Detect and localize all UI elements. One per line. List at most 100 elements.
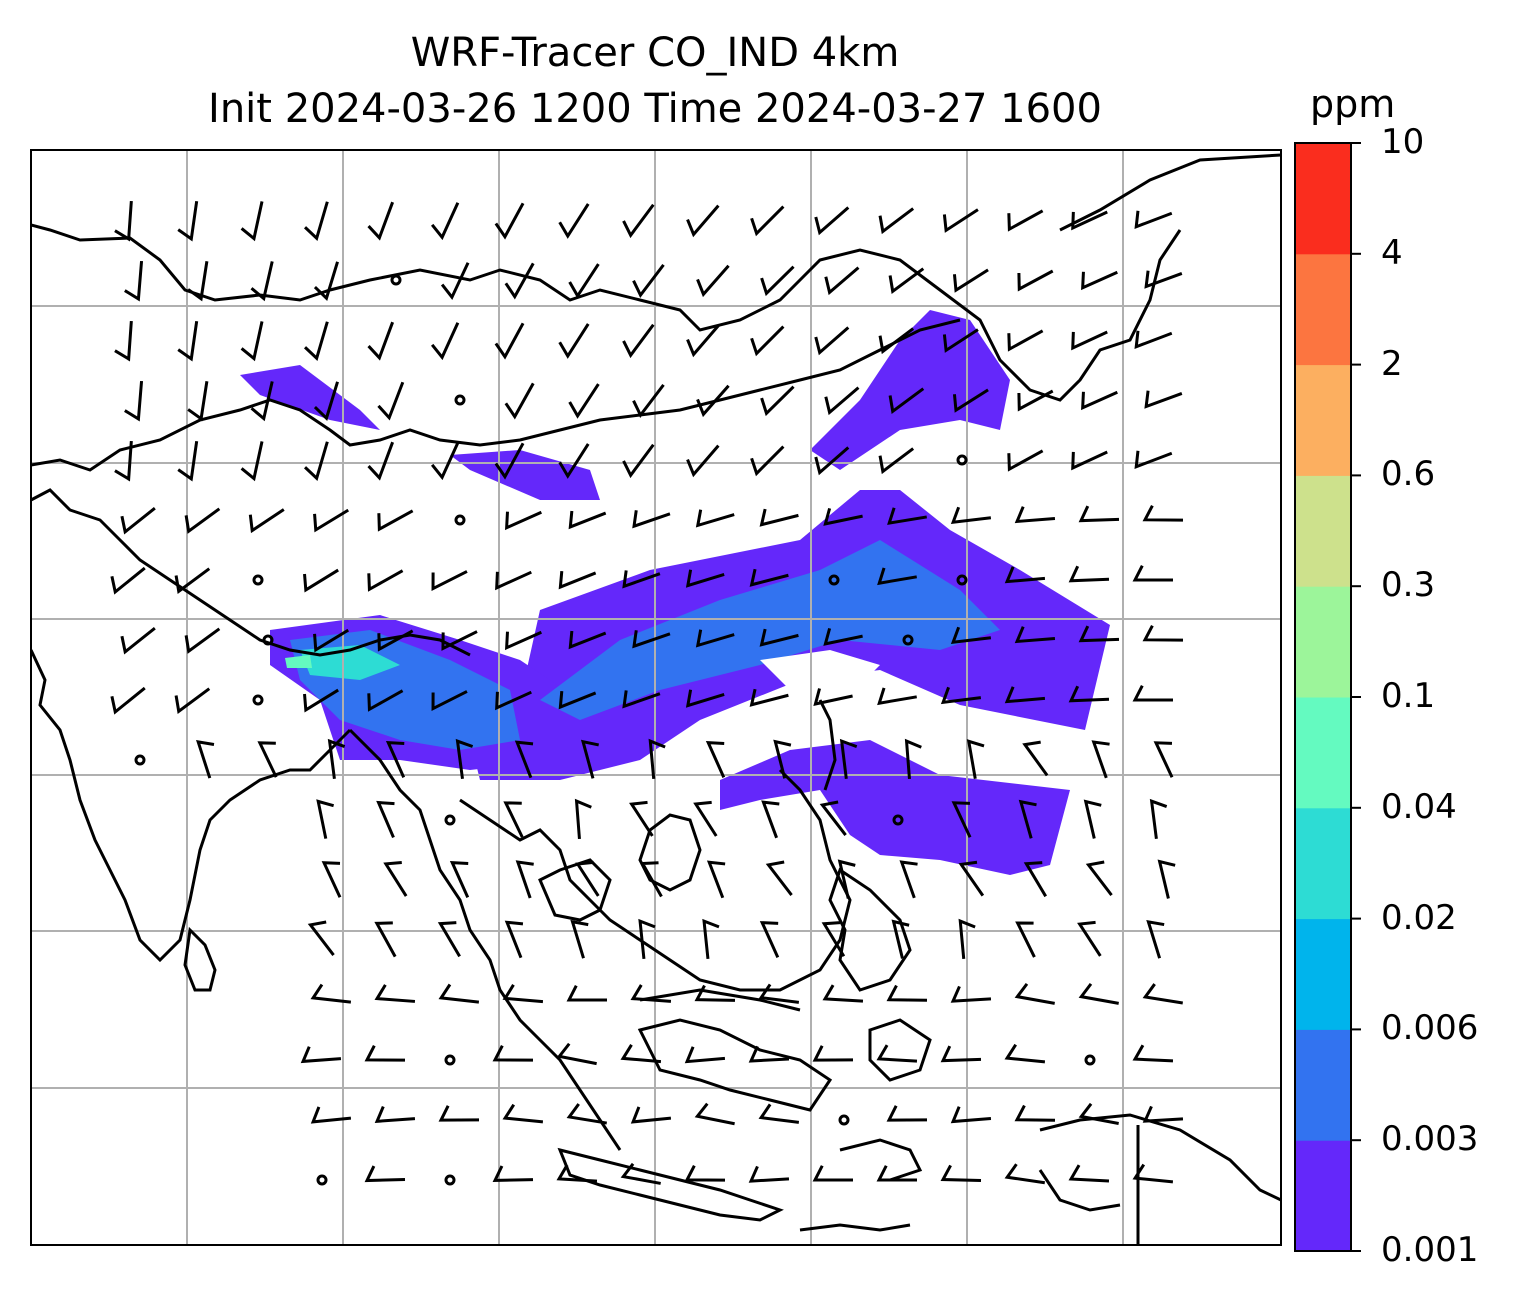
wind-barb xyxy=(1146,919,1165,959)
wind-barb xyxy=(556,1164,598,1183)
wind-barb xyxy=(367,321,395,361)
wind-barb xyxy=(492,1044,534,1062)
wind-barb xyxy=(310,983,352,1004)
colorbar-tick-label: 0.3 xyxy=(1381,565,1436,606)
wind-barb xyxy=(942,208,979,233)
wind-barb xyxy=(364,1165,406,1183)
wind-barb xyxy=(620,1044,662,1064)
wind-barb xyxy=(1018,799,1037,839)
wind-barb xyxy=(430,322,460,361)
wind-barb xyxy=(1142,624,1184,642)
wind-barb xyxy=(303,321,329,362)
wind-barb xyxy=(1004,686,1046,704)
wind-barb xyxy=(878,327,915,355)
colorbar-swatches xyxy=(1295,143,1351,1252)
wind-barb xyxy=(748,1045,790,1063)
wind-barb xyxy=(761,800,780,839)
wind-barb xyxy=(177,440,199,482)
wind-barb xyxy=(759,628,799,647)
wind-barb xyxy=(750,445,785,477)
colorbar-tick-label: 0.1 xyxy=(1381,676,1436,716)
wind-barb xyxy=(1153,741,1174,778)
wind-barb xyxy=(629,800,654,837)
wind-barb xyxy=(705,741,726,778)
wind-barb xyxy=(950,626,992,645)
wind-barb xyxy=(759,508,799,527)
wind-barb xyxy=(177,200,199,242)
wind-barb xyxy=(570,919,589,959)
wind-barb xyxy=(114,320,133,362)
wind-barb xyxy=(449,861,470,898)
wind-barb xyxy=(1083,799,1102,839)
wind-barb xyxy=(174,567,211,594)
wind-barb xyxy=(503,801,524,838)
wind-barb xyxy=(303,688,339,713)
wind-barb xyxy=(1014,1104,1056,1122)
wind-barb xyxy=(494,322,525,360)
wind-barb xyxy=(1007,449,1044,472)
wind-barb xyxy=(1132,1163,1174,1184)
wind-barb xyxy=(184,627,221,654)
wind-barb xyxy=(430,202,460,241)
wind-barb xyxy=(878,207,915,235)
wind-barb xyxy=(313,628,350,653)
wind-barb xyxy=(899,860,918,899)
wind-barb xyxy=(759,921,780,958)
wind-barb xyxy=(765,860,793,896)
wind-barb xyxy=(114,440,133,482)
wind-barb xyxy=(758,983,800,1004)
wind-barb xyxy=(942,328,979,353)
wind-barb xyxy=(940,1164,982,1182)
wind-barb xyxy=(1017,389,1054,412)
wind-barb xyxy=(374,1106,416,1123)
wind-barb xyxy=(174,687,211,714)
colorbar-swatch xyxy=(1295,364,1351,476)
calm-wind-marker xyxy=(454,514,466,526)
wind-barb xyxy=(695,629,735,648)
colorbar-ticks xyxy=(1351,142,1361,1252)
wind-barb xyxy=(940,686,982,705)
wind-barb xyxy=(187,260,209,302)
wind-barb xyxy=(1142,983,1183,1005)
wind-barb xyxy=(124,380,144,422)
wind-barb xyxy=(430,442,460,481)
calm-wind-marker xyxy=(838,1114,850,1126)
wind-barb xyxy=(505,510,542,531)
wind-barb xyxy=(303,441,329,482)
wind-barb xyxy=(694,1102,735,1126)
plume-peak xyxy=(285,655,312,668)
wind-barb xyxy=(1014,506,1056,524)
wind-barb xyxy=(1014,626,1056,644)
wind-barb xyxy=(1068,565,1110,583)
wind-barb xyxy=(124,260,144,302)
wind-barb xyxy=(630,1106,672,1124)
colorbar-swatch xyxy=(1295,143,1351,255)
wind-barb xyxy=(684,1046,726,1064)
wind-barb xyxy=(1132,1044,1174,1063)
wind-barb xyxy=(813,688,853,706)
wind-barb xyxy=(568,383,600,419)
wind-barb xyxy=(374,921,397,958)
wind-barb xyxy=(638,918,656,960)
wind-barb xyxy=(1071,330,1108,351)
wind-barb xyxy=(1132,565,1174,582)
wind-barb xyxy=(888,387,925,414)
wind-barb xyxy=(177,320,199,362)
wind-barb xyxy=(558,323,590,359)
wind-barb xyxy=(622,570,661,589)
wind-barb xyxy=(686,204,720,238)
wind-barb xyxy=(823,508,863,526)
calm-wind-marker xyxy=(444,1174,456,1186)
coastlines-borders xyxy=(31,153,1281,1245)
plume-gap xyxy=(760,650,880,690)
wind-barb xyxy=(1068,685,1110,703)
wind-barb xyxy=(574,798,592,840)
wind-barb xyxy=(257,741,278,778)
colorbar-tick-label: 0.006 xyxy=(1381,1008,1479,1049)
wind-barb xyxy=(313,261,339,301)
wind-barb xyxy=(440,262,470,301)
wind-barb xyxy=(494,202,525,240)
wind-barb xyxy=(824,386,860,416)
colorbar-swatch xyxy=(1295,586,1351,698)
